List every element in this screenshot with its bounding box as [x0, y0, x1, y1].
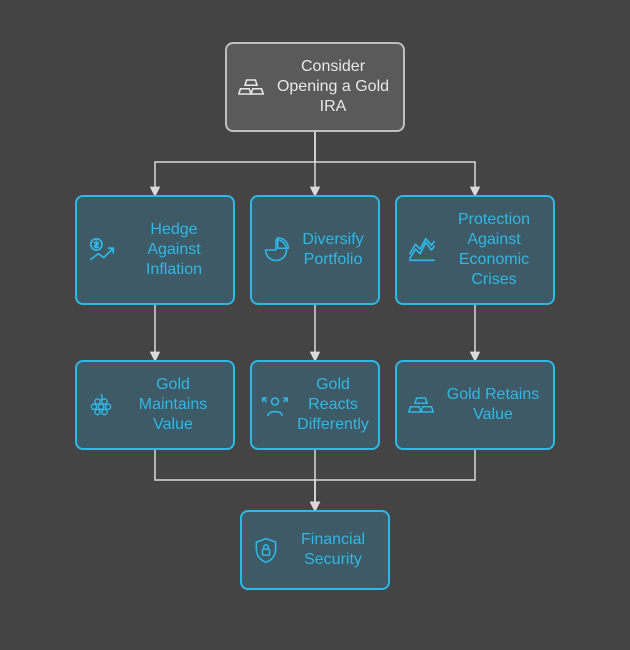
node-root: Consider Opening a Gold IRA	[225, 42, 405, 132]
node-diversify-label: Diversify Portfolio	[298, 230, 368, 270]
node-reacts-label: Gold Reacts Differently	[297, 375, 369, 435]
node-security: Financial Security	[240, 510, 390, 590]
dollar-trend-icon	[87, 235, 117, 265]
node-protection: Protection Against Economic Crises	[395, 195, 555, 305]
gold-bars-icon	[237, 73, 265, 101]
node-hedge-label: Hedge Against Inflation	[125, 220, 223, 280]
node-protection-label: Protection Against Economic Crises	[445, 210, 543, 290]
node-security-label: Financial Security	[288, 530, 378, 570]
shield-lock-icon	[252, 536, 280, 564]
node-diversify: Diversify Portfolio	[250, 195, 380, 305]
node-retains-label: Gold Retains Value	[443, 385, 543, 425]
node-retains: Gold Retains Value	[395, 360, 555, 450]
node-maintains: Gold Maintains Value	[75, 360, 235, 450]
node-maintains-label: Gold Maintains Value	[123, 375, 223, 435]
pie-icon	[262, 236, 290, 264]
gold-bars-small-icon	[407, 391, 435, 419]
line-chart-icon	[407, 235, 437, 265]
flowchart-canvas: Consider Opening a Gold IRA Hedge Agains…	[0, 0, 630, 650]
node-reacts: Gold Reacts Differently	[250, 360, 380, 450]
grapes-icon	[87, 391, 115, 419]
node-root-label: Consider Opening a Gold IRA	[273, 57, 393, 117]
node-hedge: Hedge Against Inflation	[75, 195, 235, 305]
person-arrows-icon	[261, 391, 289, 419]
